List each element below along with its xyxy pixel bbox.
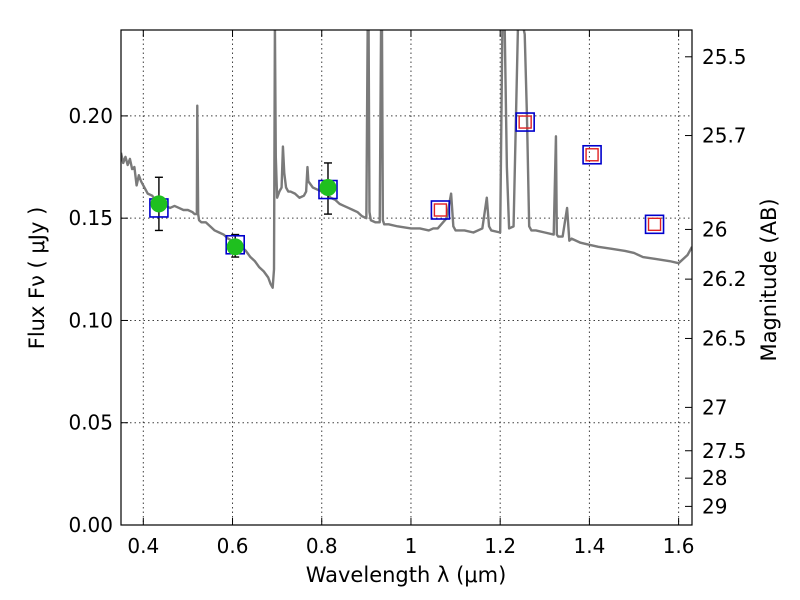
magnitude-tick-label: 26.5 [702,326,747,350]
y-tick-label: 0.20 [68,104,113,128]
x-tick-label: 1 [405,534,418,558]
x-axis-ticks: 0.4 0.6 0.8 1 1.2 1.4 1.6 [127,30,695,558]
magnitude-tick-label: 27.5 [702,439,747,463]
x-tick-label: 0.4 [127,534,159,558]
model-photometry-box [430,200,451,220]
x-tick-label: 0.6 [217,534,249,558]
x-tick-label: 1.6 [663,534,695,558]
y-axis-label: Flux Fν ( μJy ) [25,207,49,350]
model-photometry-box [582,144,602,165]
model-photometry-box [644,214,665,235]
x-tick-label: 0.8 [306,534,338,558]
upper-limit-marker [647,217,662,232]
upper-limit-marker [585,148,599,162]
model-spectrum-line [121,30,692,289]
y-tick-label: 0.05 [68,411,113,435]
upper-limit-points [433,115,662,232]
upper-limit-marker [518,115,532,129]
y-axis-ticks: 0.00 0.05 0.10 0.15 0.20 [68,104,128,537]
x-axis-label: Wavelength λ (μm) [306,563,507,587]
magnitude-tick-label: 25.5 [702,45,747,69]
observed-flux-point [319,179,337,196]
magnitude-axis-label: Magnitude (AB) [757,198,781,361]
observed-flux-point [226,238,244,256]
magnitude-tick-label: 29 [702,494,727,518]
magnitude-tick-label: 26.2 [702,267,747,291]
magnitude-tick-label: 25.7 [702,124,747,148]
model-photometry-box [515,112,535,132]
x-tick-label: 1.2 [484,534,516,558]
x-tick-label: 1.4 [573,534,605,558]
y-tick-label: 0.15 [68,206,113,230]
grid [121,30,692,526]
plot-area [121,30,692,289]
model-photometry-boxes [149,112,665,255]
upper-limit-marker [433,203,448,217]
magnitude-axis-ticks: 25.5 25.7 26 26.2 26.5 27 27.5 28 29 [685,45,747,518]
plot-frame [120,29,693,526]
magnitude-tick-label: 28 [702,466,727,490]
y-tick-label: 0.10 [68,308,113,332]
observed-points [150,179,337,256]
observed-flux-point [150,195,168,213]
y-tick-label: 0.00 [68,513,113,537]
magnitude-tick-label: 27 [702,395,727,419]
magnitude-tick-label: 26 [702,217,727,241]
